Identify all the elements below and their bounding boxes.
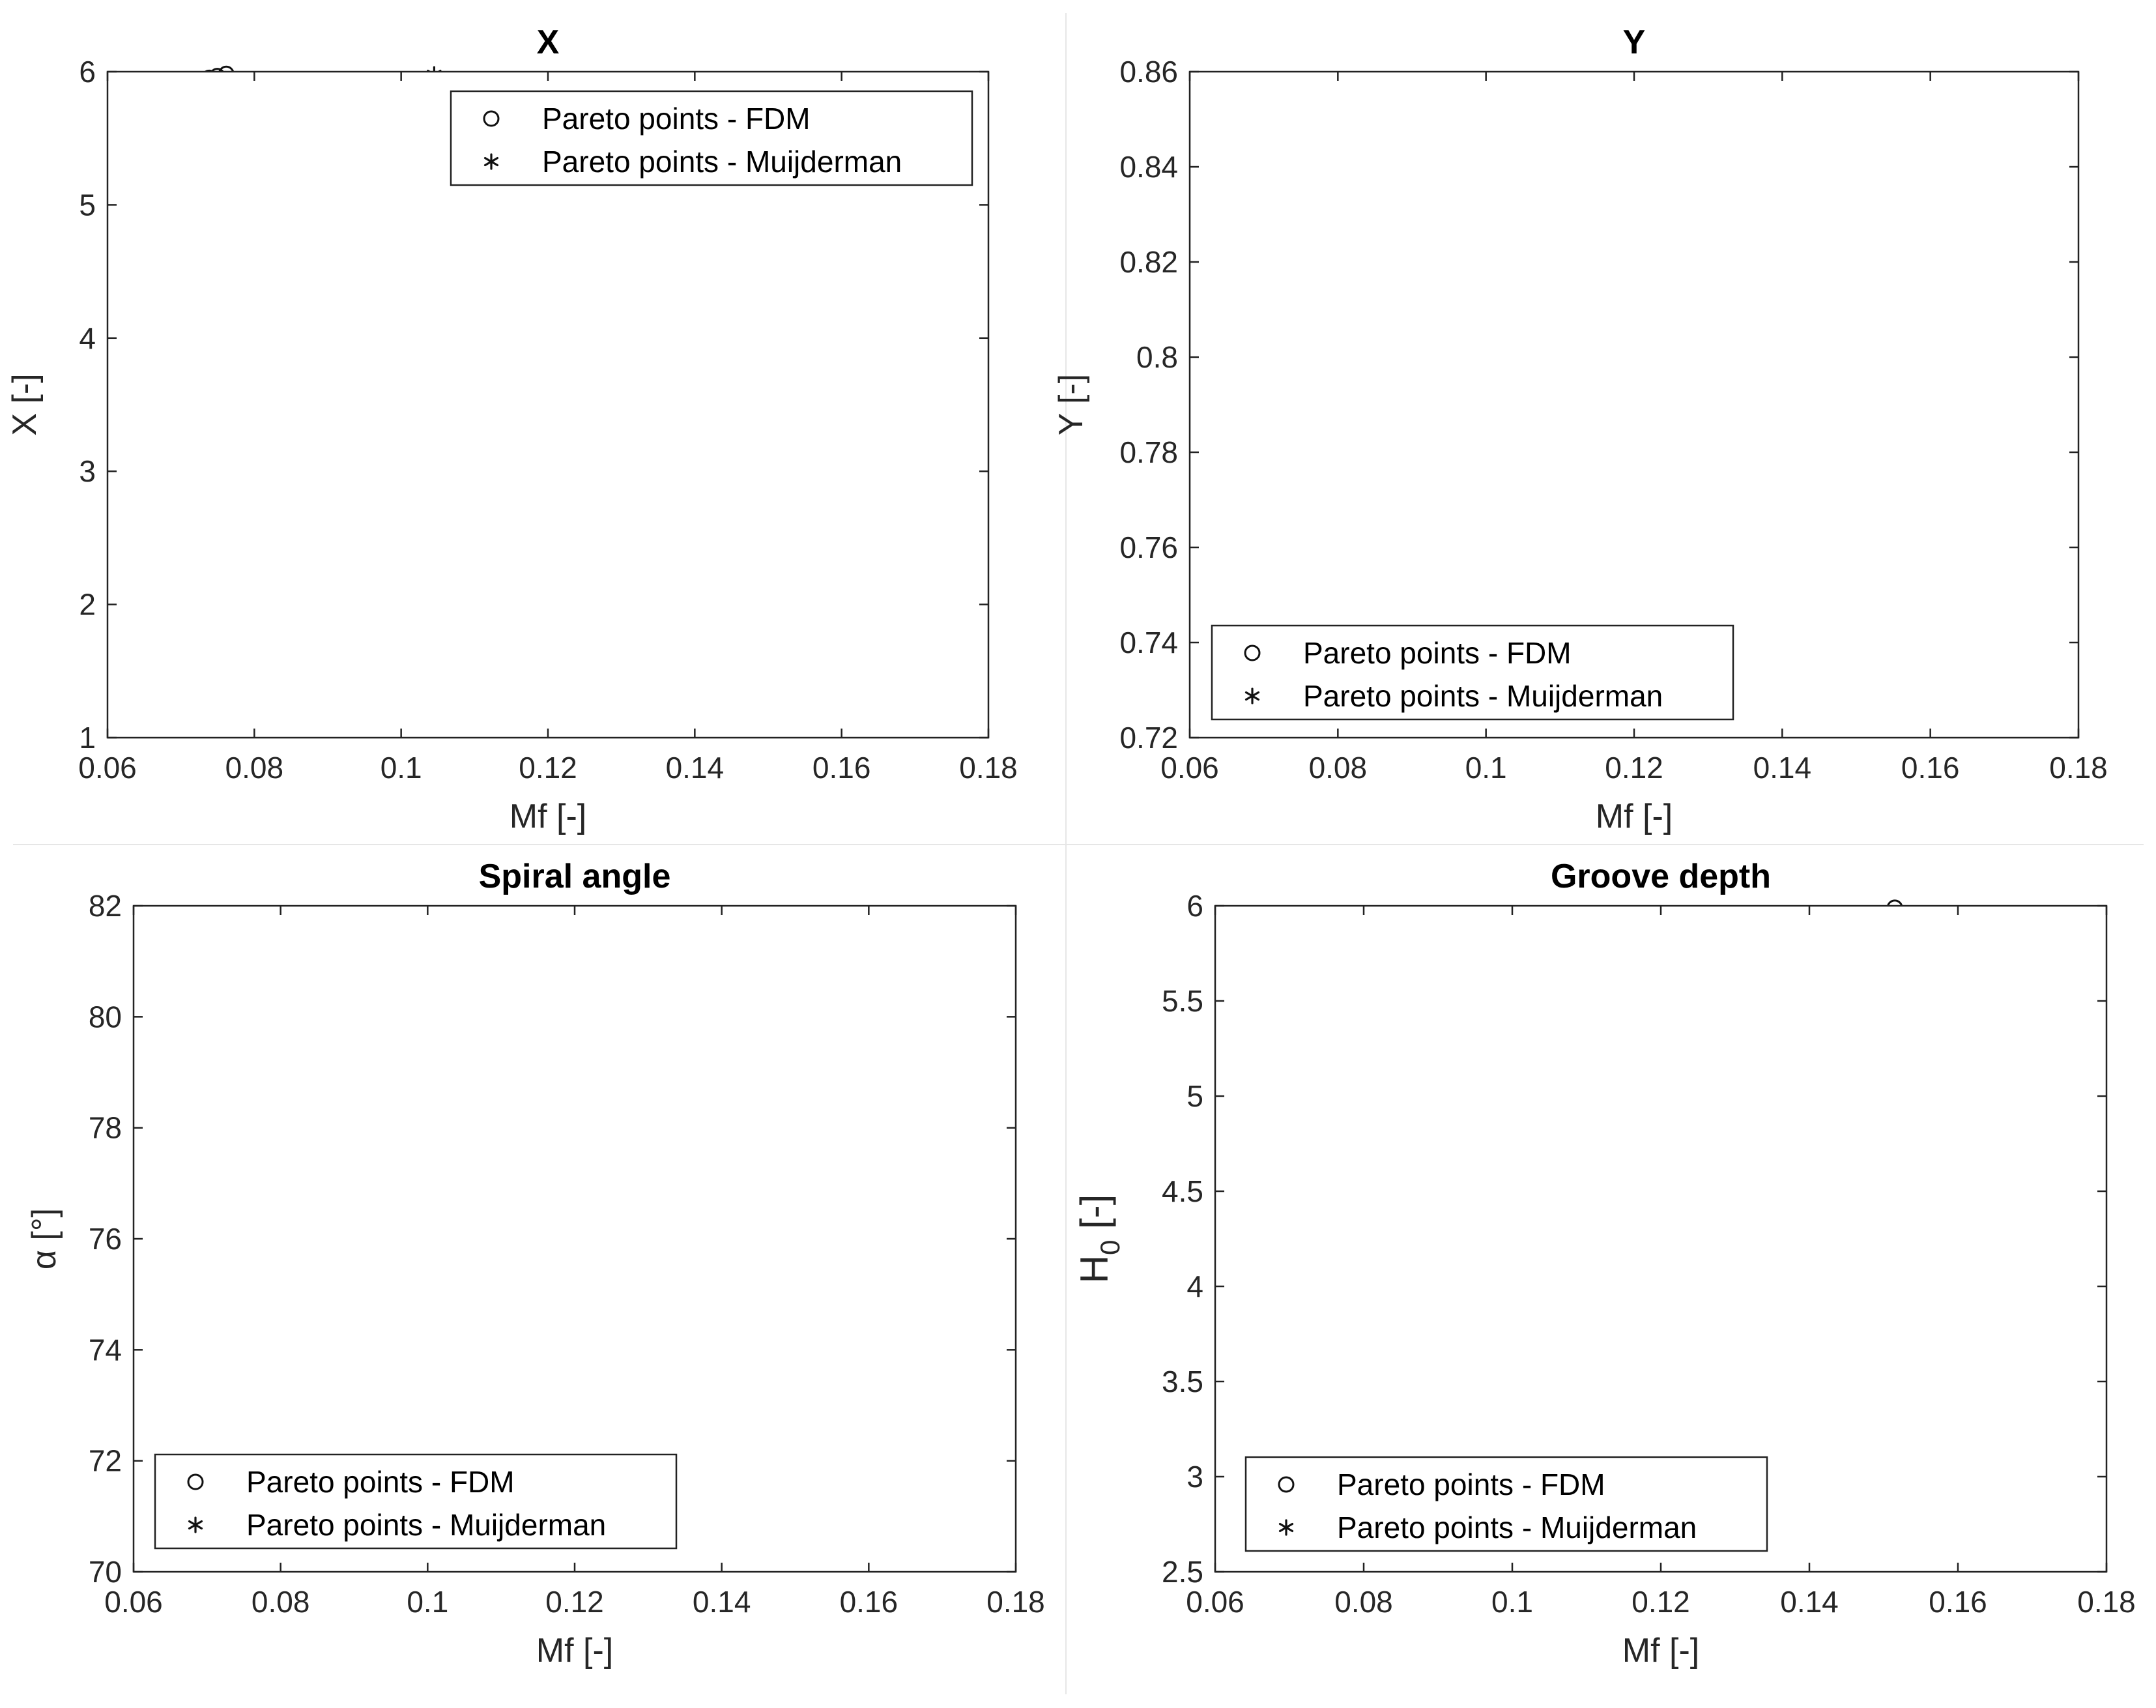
- chart-groove: 0.06 0.08 0.1 0.12 0.14 0.16 0.18 2.5 3 3.5 4 4.5 5 5…: [1072, 858, 2136, 1670]
- legend: Pareto points - FDM Pareto points - Muijd…: [154, 1453, 678, 1550]
- y-tick-label: 4: [1186, 1269, 1203, 1303]
- legend-box: [1244, 1456, 1768, 1552]
- y-tick-label: 0.76: [1119, 530, 1178, 564]
- legend-entry-label: Pareto points - Muijderman: [542, 145, 902, 179]
- legend-marker-circle-icon: [187, 1473, 204, 1490]
- chart-title: Groove depth: [1551, 858, 1771, 895]
- y-tick-label: 1: [79, 721, 96, 755]
- x-tick-label: 0.14: [1780, 1585, 1839, 1619]
- x-tick-label: 0.1: [1491, 1585, 1533, 1619]
- x-tick-label: 0.1: [407, 1585, 448, 1619]
- legend-marker-star-icon: [483, 153, 499, 170]
- x-tick-label: 0.14: [1753, 751, 1812, 785]
- y-tick-label: 4.5: [1162, 1174, 1203, 1208]
- y-tick-label: 6: [1186, 889, 1203, 923]
- x-tick-label: 0.08: [1309, 751, 1368, 785]
- x-axis-label: Mf [-]: [1596, 798, 1673, 835]
- y-tick-label: 0.78: [1119, 435, 1178, 469]
- y-tick-label: 76: [89, 1222, 122, 1256]
- legend-entry-label: Pareto points - FDM: [246, 1465, 515, 1499]
- y-tick-label: 5: [79, 188, 96, 222]
- y-tick-label: 3.5: [1162, 1365, 1203, 1398]
- x-tick-label: 0.06: [1160, 751, 1219, 785]
- y-axis-label: X [-]: [6, 373, 44, 435]
- x-tick-label: 0.06: [1186, 1585, 1244, 1619]
- x-tick-label: 0.16: [1929, 1585, 1987, 1619]
- legend-marker-circle-icon: [1278, 1476, 1295, 1493]
- x-tick-label: 0.12: [1631, 1585, 1690, 1619]
- y-tick-label: 82: [89, 889, 122, 923]
- x-tick-label: 0.12: [519, 751, 577, 785]
- legend-marker-circle-icon: [1244, 644, 1261, 661]
- y-tick-label: 0.86: [1119, 55, 1178, 89]
- legend-box: [450, 90, 973, 186]
- x-tick-label: 0.18: [2077, 1585, 2136, 1619]
- y-tick-label: 0.84: [1119, 150, 1178, 184]
- x-tick-label: 0.18: [2049, 751, 2108, 785]
- x-tick-label: 0.18: [986, 1585, 1045, 1619]
- x-tick-label: 0.14: [666, 751, 725, 785]
- legend-marker-star-icon: [1244, 688, 1260, 704]
- x-tick-label: 0.08: [225, 751, 284, 785]
- y-tick-label: 2.5: [1162, 1555, 1203, 1589]
- y-tick-label: 74: [89, 1333, 122, 1367]
- chart-x: 0.06 0.08 0.1 0.12 0.14 0.16 0.18 1 2 3 4 5 6 X Mf [-]…: [6, 23, 1018, 835]
- y-tick-label: 3: [79, 454, 96, 488]
- legend: Pareto points - FDM Pareto points - Muijd…: [1244, 1456, 1768, 1552]
- legend-entry-label: Pareto points - FDM: [1303, 636, 1572, 670]
- x-tick-label: 0.18: [959, 751, 1018, 785]
- legend-marker-star-icon: [188, 1516, 203, 1533]
- legend-entry-label: Pareto points - Muijderman: [1337, 1511, 1697, 1544]
- chart-title: Y: [1623, 23, 1646, 61]
- legend-marker-star-icon: [1278, 1519, 1294, 1536]
- y-tick-label: 78: [89, 1111, 122, 1145]
- legend-marker-circle-icon: [483, 110, 500, 127]
- y-tick-label: 72: [89, 1444, 122, 1478]
- y-tick-label: 0.74: [1119, 626, 1178, 659]
- x-tick-label: 0.06: [78, 751, 137, 785]
- x-tick-label: 0.1: [1465, 751, 1507, 785]
- x-axis-label: Mf [-]: [1622, 1632, 1699, 1670]
- x-tick-label: 0.16: [1901, 751, 1960, 785]
- x-tick-label: 0.12: [545, 1585, 604, 1619]
- legend-entry-label: Pareto points - FDM: [1337, 1468, 1605, 1501]
- legend-entry-label: Pareto points - Muijderman: [1303, 679, 1663, 713]
- x-tick-label: 0.14: [693, 1585, 751, 1619]
- y-axis-label: H0 [-]: [1072, 1194, 1125, 1284]
- legend: Pareto points - FDM Pareto points - Muijd…: [450, 90, 973, 186]
- y-axis-label: Y [-]: [1052, 374, 1090, 435]
- legend-box: [1211, 624, 1734, 721]
- y-tick-label: 70: [89, 1555, 122, 1589]
- x-tick-label: 0.12: [1605, 751, 1663, 785]
- x-tick-label: 0.08: [1334, 1585, 1393, 1619]
- y-tick-label: 5.5: [1162, 984, 1203, 1018]
- y-tick-label: 80: [89, 1000, 122, 1034]
- y-tick-label: 5: [1186, 1079, 1203, 1113]
- y-tick-label: 2: [79, 588, 96, 622]
- y-tick-label: 3: [1186, 1460, 1203, 1494]
- x-tick-label: 0.06: [104, 1585, 163, 1619]
- chart-spiral: 0.06 0.08 0.1 0.12 0.14 0.16 0.18 70 72 74 76 78 80 8…: [25, 858, 1045, 1670]
- x-tick-label: 0.08: [252, 1585, 310, 1619]
- y-tick-label: 0.72: [1119, 721, 1178, 755]
- x-tick-label: 0.16: [812, 751, 871, 785]
- x-tick-label: 0.16: [840, 1585, 898, 1619]
- y-tick-label: 4: [79, 321, 96, 355]
- y-axis-label: α [°]: [25, 1208, 63, 1269]
- x-axis-label: Mf [-]: [510, 798, 586, 835]
- y-tick-label: 0.82: [1119, 245, 1178, 279]
- y-tick-label: 0.8: [1136, 340, 1178, 374]
- chart-title: X: [537, 23, 560, 61]
- chart-y: 0.06 0.08 0.1 0.12 0.14 0.16 0.18 0.72 0.74 0.76 0…: [1052, 23, 2108, 835]
- x-tick-label: 0.1: [381, 751, 422, 785]
- x-axis-label: Mf [-]: [536, 1632, 613, 1670]
- legend-entry-label: Pareto points - Muijderman: [246, 1508, 606, 1542]
- legend: Pareto points - FDM Pareto points - Muijd…: [1211, 624, 1734, 721]
- y-tick-label: 6: [79, 55, 96, 89]
- legend-box: [154, 1453, 678, 1550]
- chart-title: Spiral angle: [479, 858, 671, 895]
- legend-entry-label: Pareto points - FDM: [542, 102, 811, 136]
